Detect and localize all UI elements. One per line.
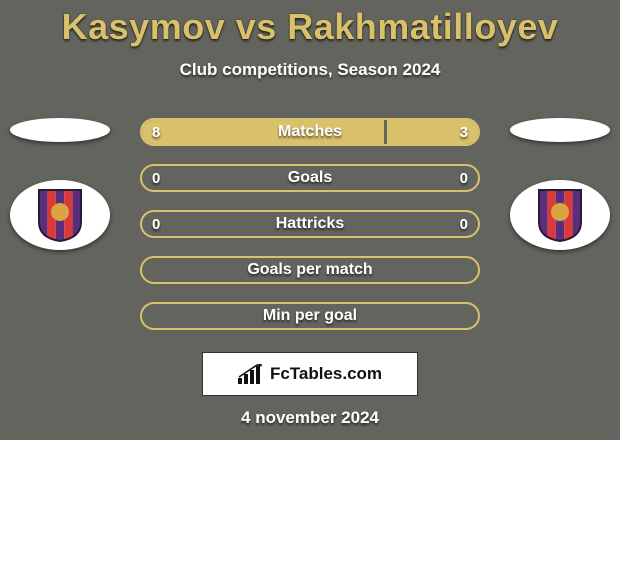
- stat-row: 0 0 Goals: [0, 164, 620, 192]
- stat-bar-label: Min per goal: [263, 307, 357, 325]
- date-text: 4 november 2024: [241, 408, 379, 428]
- bar-growth-icon: [238, 364, 264, 384]
- panel-background: Kasymov vs Rakhmatilloyev Club competiti…: [0, 0, 620, 440]
- stat-bar: Goals per match: [140, 256, 480, 284]
- page-title: Kasymov vs Rakhmatilloyev: [0, 0, 620, 48]
- stat-bar: 8 3 Matches: [140, 118, 480, 146]
- stat-row: 0 0 Hattricks: [0, 210, 620, 238]
- stat-bar: 0 0 Hattricks: [140, 210, 480, 238]
- stat-bar: 0 0 Goals: [140, 164, 480, 192]
- stat-bar-label: Hattricks: [276, 215, 344, 233]
- stat-bar-label: Goals per match: [247, 261, 372, 279]
- stat-bar-fill-left: [142, 120, 384, 144]
- stat-value-left: 0: [152, 170, 160, 187]
- branding-badge: FcTables.com: [202, 352, 418, 396]
- stat-value-right: 0: [460, 170, 468, 187]
- stat-value-right: 0: [460, 216, 468, 233]
- page-subtitle: Club competitions, Season 2024: [0, 60, 620, 80]
- comparison-widget: Kasymov vs Rakhmatilloyev Club competiti…: [0, 0, 620, 580]
- stat-row: Min per goal: [0, 302, 620, 330]
- stat-bar-label: Goals: [288, 169, 332, 187]
- stat-bar: Min per goal: [140, 302, 480, 330]
- stat-value-left: 8: [152, 124, 160, 141]
- stat-row: Goals per match: [0, 256, 620, 284]
- stat-row: 8 3 Matches: [0, 118, 620, 146]
- stat-value-left: 0: [152, 216, 160, 233]
- stat-value-right: 3: [460, 124, 468, 141]
- stat-bar-label: Matches: [278, 123, 342, 141]
- branding-text: FcTables.com: [270, 364, 382, 384]
- stat-bars: 8 3 Matches 0 0 Goals 0 0 Hattricks Goals per mat…: [0, 118, 620, 348]
